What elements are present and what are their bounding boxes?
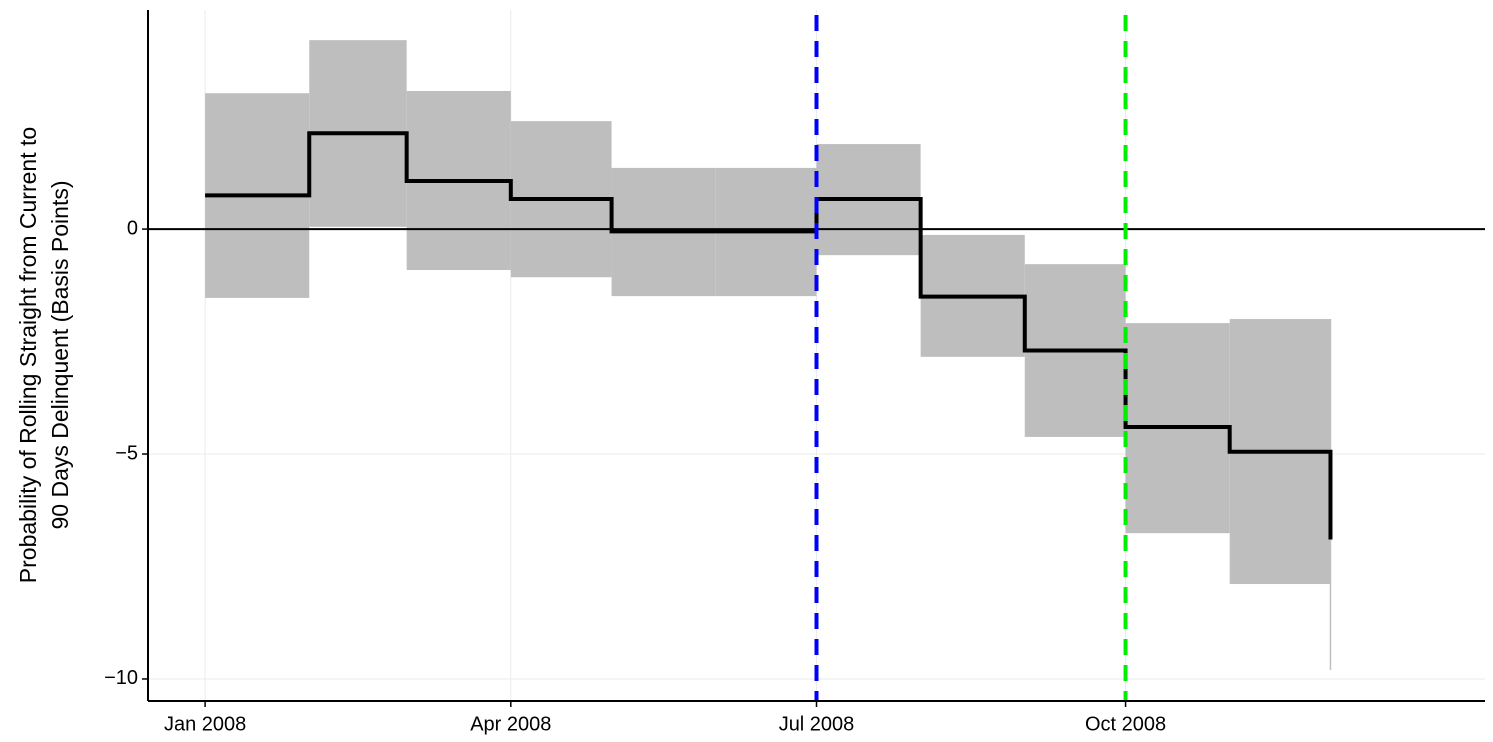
y-tick-label: −5	[115, 442, 138, 464]
y-axis-label: 90 Days Delinquent (Basis Points)	[47, 181, 73, 530]
x-tick-label: Jan 2008	[164, 713, 246, 735]
step-line	[205, 131, 1333, 540]
y-tick-label: 0	[127, 217, 138, 239]
y-tick-label: −10	[104, 667, 138, 689]
x-tick-label: Jul 2008	[779, 713, 855, 735]
x-tick-label: Oct 2008	[1085, 713, 1166, 735]
y-axis-label: Probability of Rolling Straight from Cur…	[15, 127, 41, 583]
x-tick-label: Apr 2008	[470, 713, 551, 735]
